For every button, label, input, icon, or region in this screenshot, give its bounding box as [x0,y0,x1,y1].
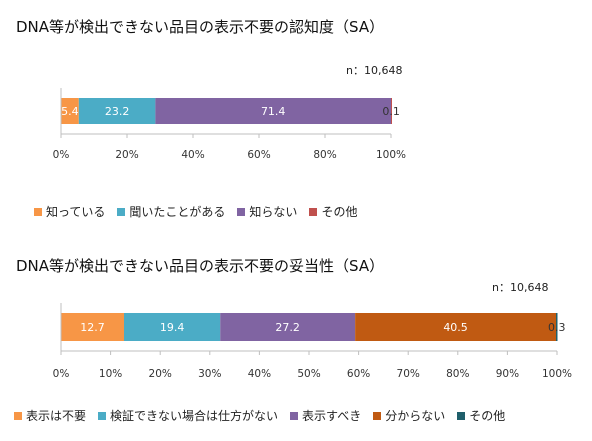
legend-label: 検証できない場合は仕方がない [110,409,279,423]
chart-awareness: DNA等が検出できない品目の表示不要の認知度（SA） n：10,648 5.4 2… [16,18,406,220]
legend-item: 知っている [34,203,105,220]
stacked-bar-plot: 5.4 23.2 71.4 0.1 0% 20% 40% 60% 80% 100% [53,88,406,161]
legend-label: 分からない [385,409,446,423]
tick-label: 80% [446,368,469,380]
chart-legend: 表示は不要 検証できない場合は仕方がない 表示すべき 分からない その他 [14,407,517,424]
data-label: 12.7 [80,321,105,334]
legend-item: 分からない [373,407,445,424]
tick-label: 10% [99,368,122,380]
tick-label: 90% [496,368,519,380]
bar-segment [123,313,221,341]
legend-swatch [309,207,318,216]
bar-segment [220,313,356,341]
data-label: 0.1 [382,105,400,118]
tick-label: 70% [397,368,420,380]
legend-label: 知っている [46,205,106,219]
legend-item: その他 [457,407,505,424]
legend-item: 表示は不要 [14,407,86,424]
legend-item: 聞いたことがある [117,203,225,220]
bar-segment [391,98,392,124]
sample-size-label: n：10,648 [346,64,403,77]
data-label: 23.2 [105,105,130,118]
legend-label: 聞いたことがある [129,205,226,219]
tick-label: 0% [53,368,70,380]
legend-swatch [237,207,246,216]
data-label: 71.4 [261,105,286,118]
legend-item: 知らない [237,203,297,220]
legend-label: 表示は不要 [26,409,87,423]
data-label: 27.2 [275,321,300,334]
tick-label: 20% [149,368,172,380]
tick-label: 100% [376,149,406,161]
legend-label: 表示すべき [302,409,362,423]
tick-label: 0% [53,149,70,161]
tick-label: 40% [248,368,271,380]
chart-title: DNA等が検出できない品目の表示不要の認知度（SA） [16,18,385,36]
bar-segment [61,313,124,341]
legend-swatch [34,207,42,216]
legend-item: その他 [309,203,357,220]
legend-swatch [98,411,107,420]
data-label: 5.4 [61,105,79,118]
tick-label: 50% [297,368,320,380]
tick-label: 80% [313,149,336,161]
legend-swatch [14,411,22,420]
legend-swatch [457,411,466,420]
bar-segment [355,313,557,341]
legend-swatch [373,411,382,420]
bar-segment [155,98,391,124]
tick-label: 60% [247,149,270,161]
tick-label: 20% [115,149,138,161]
legend-label: その他 [469,409,506,423]
data-label: 19.4 [160,321,185,334]
legend-label: 知らない [249,205,298,219]
chart-legend: 知っている 聞いたことがある 知らない その他 [34,203,369,220]
legend-label: その他 [321,205,358,219]
legend-item: 検証できない場合は仕方がない [98,407,278,424]
chart-title: DNA等が検出できない品目の表示不要の妥当性（SA） [16,257,385,275]
legend-item: 表示すべき [290,407,361,424]
legend-swatch [290,411,299,420]
bar-segment [556,313,558,341]
tick-label: 40% [181,149,204,161]
sample-size-label: n：10,648 [492,281,549,294]
bar-segment [78,98,156,124]
legend-swatch [117,207,126,216]
bar-segment [61,98,79,124]
tick-label: 100% [542,368,572,380]
data-label: 0.3 [548,321,566,334]
tick-label: 30% [198,368,221,380]
data-label: 40.5 [443,321,468,334]
tick-label: 60% [347,368,370,380]
